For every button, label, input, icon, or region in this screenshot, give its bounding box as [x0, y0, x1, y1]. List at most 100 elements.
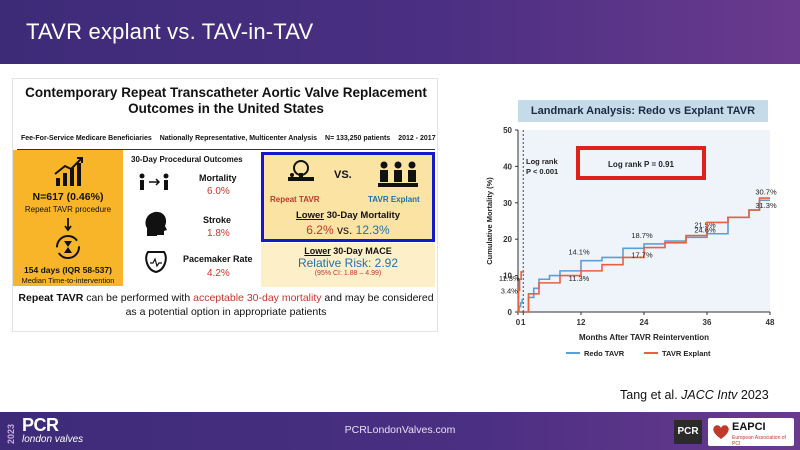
series-line-1	[517, 197, 770, 313]
cohort-count-label: Repeat TAVR procedure	[24, 205, 112, 214]
x-tick-label: 36	[703, 318, 712, 327]
x-tick-label: 48	[766, 318, 775, 327]
mortality-comparison: 6.2% vs. 12.3%	[264, 223, 432, 237]
data-label: 14.1%	[568, 248, 590, 257]
x-tick-label: 1	[521, 318, 526, 327]
x-tick-label: 24	[640, 318, 649, 327]
heart-logo-icon	[713, 425, 729, 439]
x-tick-label: 12	[577, 318, 586, 327]
legend-label-explant: TAVR Explant	[662, 349, 711, 358]
y-tick-label: 20	[503, 235, 512, 244]
x-axis-label: Months After TAVR Reintervention	[579, 333, 709, 342]
conclusion-subject: Repeat TAVR	[18, 292, 84, 304]
info-patients: N= 133,250 patients	[325, 134, 391, 142]
data-label: 24.6%	[694, 225, 716, 234]
pcr-badge-logo: PCR	[674, 420, 702, 444]
data-label: 11.3%	[499, 274, 520, 283]
rising-chart-icon	[54, 157, 83, 186]
median-days-label: Median Time-to-intervention	[21, 276, 115, 285]
confidence-interval: (95% CI: 1.88 – 4.99)	[314, 270, 382, 277]
footer: 2023 PCR london valves PCRLondonValves.c…	[0, 412, 800, 450]
eapci-logo: EAPCI European Association of PCI	[708, 418, 794, 447]
people-icon	[139, 173, 169, 190]
conclusion-text-2: and may be considered as a potential opt…	[125, 292, 434, 318]
redo-mortality-value: 6.2%	[306, 223, 334, 237]
pacemaker-value: 4.2%	[207, 268, 230, 279]
data-label: 11.3%	[569, 274, 590, 283]
data-label: 21.5%	[694, 221, 716, 230]
y-tick-label: 0	[508, 308, 513, 317]
data-label: 30.7%	[755, 187, 777, 196]
down-arrow-icon	[64, 218, 72, 232]
y-tick-label: 40	[503, 162, 512, 171]
mortality-value: 6.0%	[207, 186, 230, 197]
info-years: 2012 - 2017	[398, 134, 436, 142]
eapci-fullname: European Association of PCI	[732, 435, 786, 447]
info-bar: Fee-For-Service Medicare Beneficiaries N…	[17, 127, 436, 149]
chart-title: Landmark Analysis: Redo vs Explant TAVR	[518, 100, 768, 122]
stroke-value: 1.8%	[207, 228, 230, 239]
vs-label: VS.	[334, 169, 352, 181]
info-analysis: Nationally Representative, Multicenter A…	[159, 134, 318, 142]
data-label: 3.4%	[501, 287, 518, 296]
landmark-chart: Landmark Analysis: Redo vs Explant TAVR …	[470, 92, 788, 362]
data-label: 31.3%	[755, 201, 777, 210]
tavr-explant-label: TAVR Explant	[368, 195, 420, 204]
outcomes-heading: 30-Day Procedural Outcomes	[131, 155, 243, 164]
cohort-count: N=617 (0.46%)	[32, 191, 104, 203]
relative-risk: Relative Risk: 2.92	[297, 256, 399, 270]
slide-title: TAVR explant vs. TAV-in-TAV	[26, 19, 314, 44]
logrank-early-line1: Log rank	[526, 157, 558, 166]
data-label: 18.7%	[631, 231, 653, 240]
cohort-column: N=617 (0.46%) Repeat TAVR procedure 154 …	[13, 150, 123, 286]
median-days: 154 days (IQR 58-537)	[24, 265, 112, 275]
mace-box: Lower 30-Day MACE Relative Risk: 2.92 (9…	[261, 243, 435, 287]
divider	[17, 149, 435, 150]
explant-mortality-value: 12.3%	[355, 223, 390, 237]
x-tick-label: 0	[516, 318, 521, 327]
outcomes-column: 30-Day Procedural Outcomes Mortality 6.0…	[127, 150, 261, 286]
surgeons-icon	[378, 161, 418, 187]
conclusion-highlight: acceptable 30-day mortality	[193, 292, 322, 304]
mace-heading: Lower 30-Day MACE	[261, 246, 435, 256]
y-tick-label: 50	[503, 126, 512, 135]
repeat-tavr-label: Repeat TAVR	[270, 195, 320, 204]
comparison-box: VS. Repeat TAVR TAVR Explant Lower 30-Da…	[261, 152, 435, 242]
conclusion: Repeat TAVR can be performed with accept…	[17, 291, 435, 319]
pacemaker-label: Pacemaker Rate	[183, 254, 253, 264]
eapci-name: EAPCI	[732, 421, 766, 433]
head-brain-icon	[145, 211, 167, 236]
slide-header: TAVR explant vs. TAV-in-TAV	[0, 0, 800, 64]
vs-small: vs.	[336, 223, 353, 237]
hourglass-cycle-icon	[56, 235, 80, 259]
citation-journal: JACC Intv	[681, 388, 738, 402]
legend-label-redo: Redo TAVR	[584, 349, 625, 358]
highlight-box	[576, 146, 706, 180]
stroke-label: Stroke	[203, 215, 232, 225]
lower-word: Lower	[295, 210, 324, 221]
mace-heading-suffix: 30-Day MACE	[333, 246, 392, 256]
pacemaker-icon	[145, 251, 167, 274]
cath-lab-icon	[288, 160, 314, 181]
conclusion-text-1: can be performed with	[83, 292, 194, 304]
mortality-heading-suffix: 30-Day Mortality	[326, 210, 400, 221]
info-medicare: Fee-For-Service Medicare Beneficiaries	[21, 134, 152, 142]
lower-mortality-heading: Lower 30-Day Mortality	[264, 210, 432, 221]
pcr-logo-subtitle: london valves	[22, 434, 84, 445]
logrank-early-line2: P < 0.001	[526, 167, 558, 176]
mace-lower-word: Lower	[304, 246, 331, 256]
pcr-logo: PCR	[22, 415, 59, 435]
citation: Tang et al. JACC Intv 2023	[620, 388, 769, 402]
citation-year: 2023	[737, 388, 769, 402]
mortality-label: Mortality	[199, 173, 237, 183]
data-label: 17.7%	[631, 251, 653, 260]
citation-authors: Tang et al.	[620, 388, 682, 402]
chart-canvas: 0 10 20 30 40 50 0 1 12 24 36 48 Cumulative Mortalit…	[485, 126, 777, 358]
footer-website-link[interactable]: PCRLondonValves.com	[344, 424, 456, 436]
y-tick-label: 10	[503, 272, 512, 281]
illustration-title: Contemporary Repeat Transcatheter Aortic…	[25, 85, 427, 116]
y-axis-label: Cumulative Mortality (%)	[485, 177, 494, 265]
y-tick-label: 30	[503, 199, 512, 208]
central-illustration: Contemporary Repeat Transcatheter Aortic…	[12, 78, 438, 332]
logrank-late: Log rank P = 0.91	[608, 160, 674, 169]
